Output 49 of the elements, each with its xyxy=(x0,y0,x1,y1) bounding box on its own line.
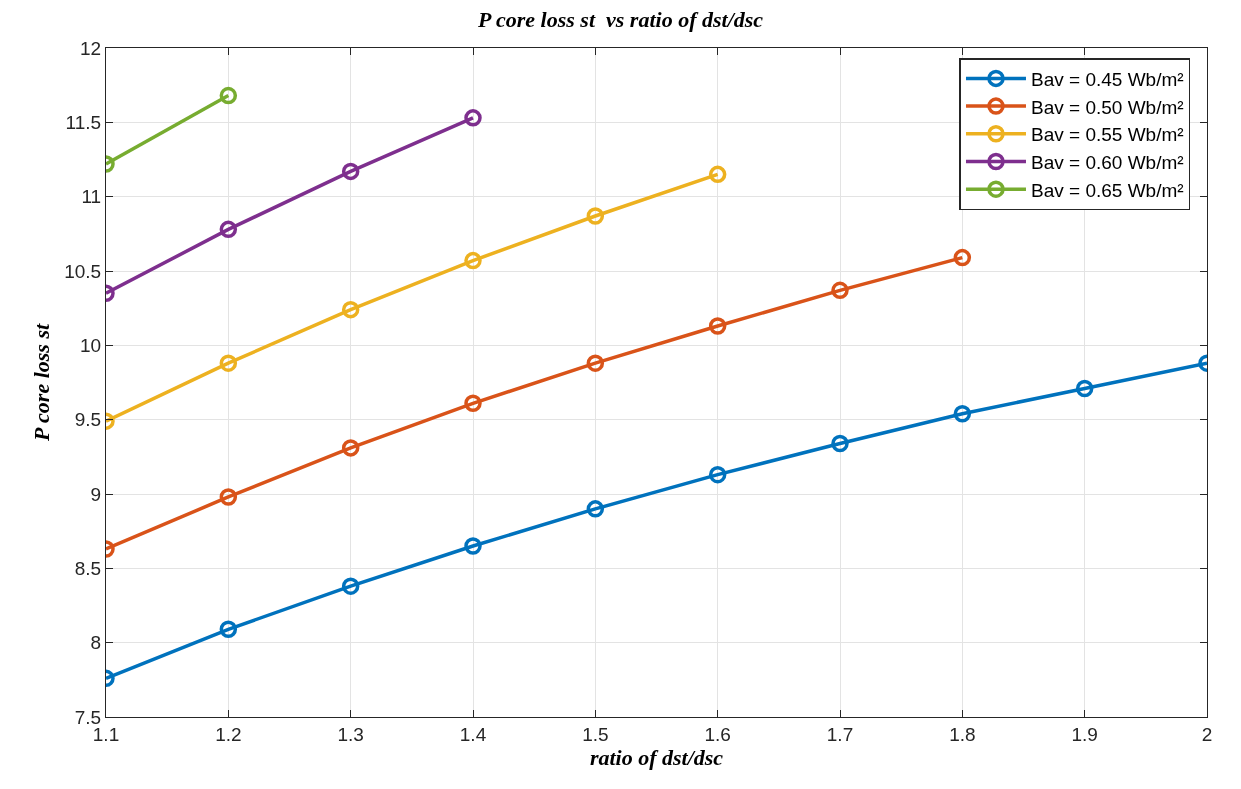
point xyxy=(464,251,482,270)
point xyxy=(708,465,727,484)
x-tick-label: 1.9 xyxy=(1071,723,1098,745)
point xyxy=(708,317,727,335)
point xyxy=(464,394,482,413)
point xyxy=(1075,379,1094,398)
y-tick-label: 9 xyxy=(90,483,102,505)
y-tick-label: 8.5 xyxy=(74,557,102,579)
point xyxy=(953,248,972,267)
point xyxy=(708,165,727,184)
y-tick-label: 11 xyxy=(81,186,102,208)
y-tick-label: 11.5 xyxy=(65,111,102,133)
legend-label: Bav = 0.45 Wb/m² xyxy=(1030,68,1184,90)
legend-label: Bav = 0.50 Wb/m² xyxy=(1030,96,1184,118)
x-tick-label: 2 xyxy=(1201,723,1213,745)
point xyxy=(219,620,238,639)
point xyxy=(219,220,238,239)
x-axis-title: ratio of dst/dsc xyxy=(589,744,724,770)
point xyxy=(219,354,238,372)
chart-title: P core loss st vs ratio of dst/dsc xyxy=(476,7,764,33)
point xyxy=(219,488,238,506)
y-tick-label: 10.5 xyxy=(64,260,102,282)
legend-label: Bav = 0.65 Wb/m² xyxy=(1030,179,1184,201)
x-tick-label: 1.5 xyxy=(582,723,609,745)
point xyxy=(586,500,605,518)
point xyxy=(831,281,849,300)
x-tick-label: 1.7 xyxy=(826,723,854,745)
y-axis-title: P core loss st xyxy=(29,323,55,443)
x-tick-label: 1.4 xyxy=(459,723,487,745)
point xyxy=(341,439,360,457)
y-tick-label: 8 xyxy=(90,632,102,654)
point xyxy=(586,207,605,225)
point xyxy=(341,162,360,181)
y-tick-label: 10 xyxy=(80,334,102,356)
y-tick-label: 12 xyxy=(80,37,102,59)
point xyxy=(831,434,849,453)
point xyxy=(341,300,360,319)
x-tick-label: 1.3 xyxy=(337,723,364,745)
x-tick-label: 1.2 xyxy=(215,723,242,745)
y-tick-label: 9.5 xyxy=(74,409,102,431)
point xyxy=(953,404,972,423)
x-tick-label: 1.8 xyxy=(949,723,976,745)
point xyxy=(464,109,482,127)
point xyxy=(464,537,482,555)
point xyxy=(341,577,360,595)
legend-label: Bav = 0.60 Wb/m² xyxy=(1030,151,1184,173)
x-tick-label: 1.6 xyxy=(704,723,731,745)
legend-label: Bav = 0.55 Wb/m² xyxy=(1030,124,1184,146)
point xyxy=(586,354,605,372)
